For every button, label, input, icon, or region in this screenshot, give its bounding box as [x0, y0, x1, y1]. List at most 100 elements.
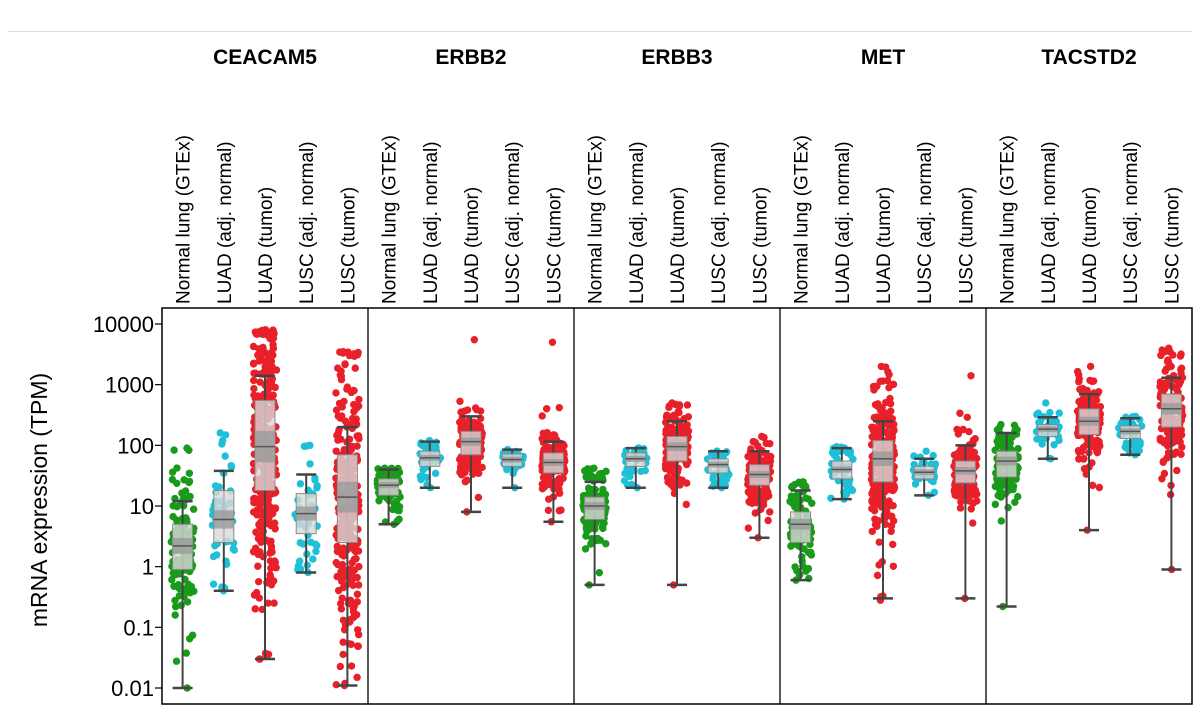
data-point	[1086, 362, 1095, 371]
data-point	[353, 432, 361, 440]
data-point	[956, 409, 964, 417]
data-point	[268, 362, 276, 371]
data-point	[1177, 450, 1185, 459]
data-point	[879, 377, 887, 385]
category-label: LUAD (tumor)	[462, 187, 483, 304]
data-point	[969, 448, 978, 456]
data-point	[470, 418, 478, 426]
data-point	[171, 602, 180, 611]
gene-title: TACSTD2	[1041, 46, 1136, 69]
data-point	[339, 638, 347, 646]
data-point	[971, 435, 979, 443]
data-point	[1162, 364, 1171, 373]
data-point	[267, 378, 276, 386]
data-point	[271, 383, 279, 392]
data-point	[969, 519, 977, 527]
category-label: LUAD (adj. normal)	[215, 141, 236, 304]
data-point	[1078, 447, 1086, 456]
data-point	[670, 411, 678, 419]
data-point	[931, 460, 940, 468]
data-point	[459, 421, 467, 430]
data-point	[793, 491, 802, 499]
data-point	[354, 348, 362, 357]
data-point	[665, 403, 673, 412]
data-point	[171, 596, 179, 605]
data-point	[950, 486, 959, 494]
category-label: Normal lung (GTEx)	[380, 135, 401, 304]
category-label: Normal lung (GTEx)	[792, 135, 813, 304]
data-point	[873, 571, 882, 580]
data-point	[661, 460, 670, 469]
data-point	[252, 498, 260, 507]
data-point	[598, 523, 607, 531]
category-label: LUSC (adj. normal)	[1121, 141, 1142, 304]
data-point	[249, 360, 258, 368]
data-point	[766, 439, 774, 448]
data-point	[270, 557, 279, 565]
data-point	[189, 505, 198, 513]
data-point	[873, 522, 881, 530]
data-point	[170, 446, 178, 454]
data-point	[870, 506, 879, 515]
data-point	[1169, 351, 1177, 359]
data-point	[227, 463, 236, 471]
data-point	[1093, 446, 1102, 455]
data-point	[1075, 397, 1083, 406]
data-point	[312, 547, 320, 556]
data-point	[339, 616, 348, 624]
data-point	[344, 599, 353, 608]
data-point	[804, 564, 813, 573]
data-point	[841, 480, 850, 488]
data-point	[296, 539, 304, 547]
data-point	[350, 400, 358, 409]
data-point	[252, 528, 260, 536]
data-point	[887, 527, 895, 536]
data-point	[744, 452, 752, 461]
data-point	[748, 491, 757, 499]
data-point	[798, 553, 806, 561]
data-point	[683, 421, 691, 429]
data-point	[922, 447, 930, 455]
data-point	[337, 435, 345, 443]
data-point	[993, 478, 1002, 486]
data-point	[868, 527, 876, 536]
data-point	[1010, 421, 1019, 430]
data-point	[332, 406, 341, 414]
data-point	[967, 372, 975, 380]
data-point	[787, 542, 795, 550]
data-point	[344, 348, 352, 356]
data-point	[876, 406, 885, 415]
y-tick-label: 0.01	[111, 676, 154, 701]
data-point	[885, 412, 893, 420]
data-point	[889, 540, 897, 549]
data-point	[183, 598, 192, 606]
data-point	[662, 413, 671, 421]
data-point	[185, 635, 194, 643]
gene-title: CEACAM5	[213, 46, 317, 69]
y-tick-label: 10	[130, 494, 154, 519]
data-point	[556, 478, 564, 486]
data-point	[311, 540, 320, 548]
data-point	[313, 484, 321, 492]
data-point	[1177, 350, 1185, 358]
data-point	[265, 356, 273, 364]
data-point	[751, 509, 759, 517]
data-point	[889, 424, 898, 433]
category-label: LUSC (adj. normal)	[297, 141, 318, 304]
data-point	[1050, 441, 1058, 449]
data-point	[340, 552, 348, 560]
data-point	[332, 558, 340, 567]
data-marks	[167, 326, 1187, 692]
data-point	[957, 498, 965, 506]
category-label: LUAD (adj. normal)	[833, 141, 854, 304]
data-point	[870, 427, 879, 435]
data-point	[338, 403, 346, 411]
data-point	[538, 480, 546, 488]
data-point	[842, 490, 851, 498]
data-point	[271, 525, 279, 533]
y-axis: mRNA expression (TPM) 0.01 0.1 1 10 100 1000 1…	[26, 312, 162, 701]
data-point	[789, 482, 797, 491]
data-point	[266, 573, 275, 581]
data-point	[1075, 378, 1083, 386]
data-point	[249, 508, 258, 516]
